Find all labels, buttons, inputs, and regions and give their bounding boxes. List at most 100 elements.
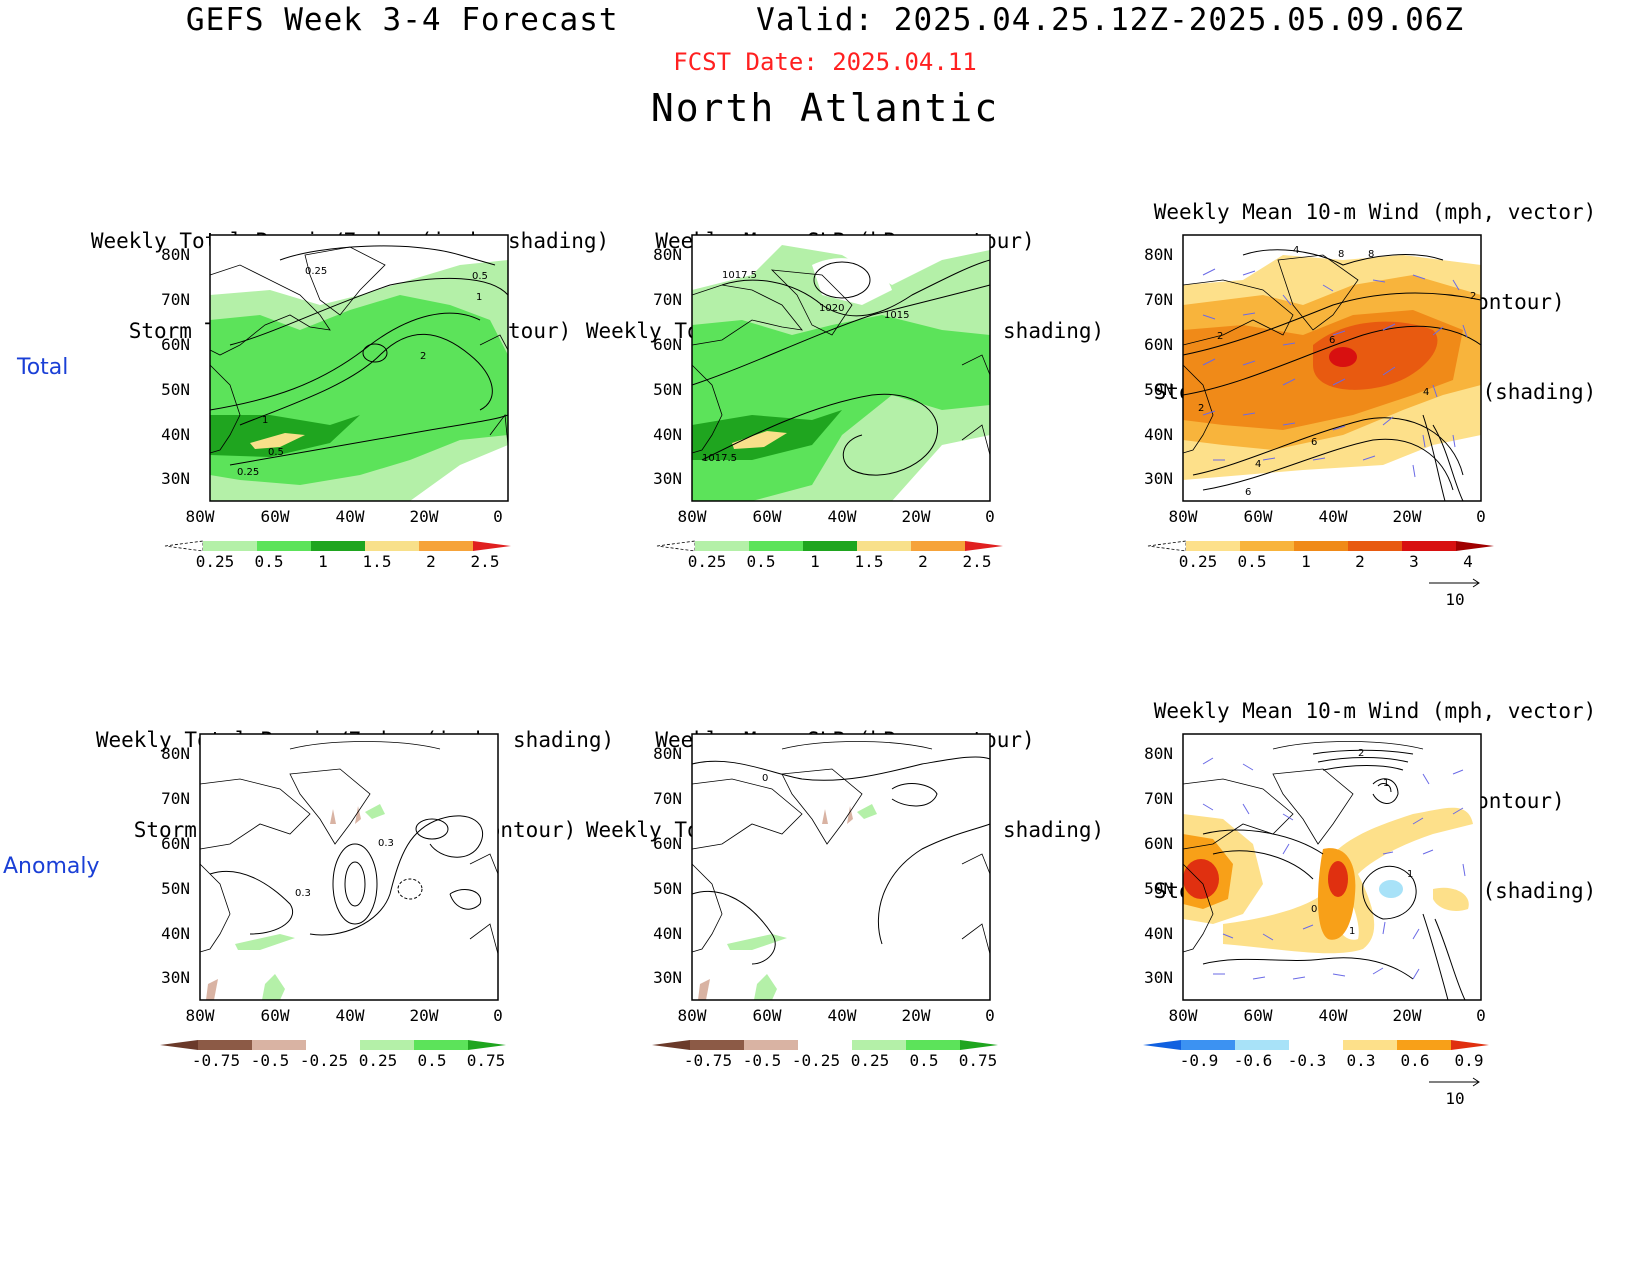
lon-axis: 80W 60W 40W 20W 0 (1169, 507, 1486, 526)
slp-contour (877, 823, 991, 945)
lat-label: 40N (653, 924, 682, 943)
wind-contour (1182, 325, 1482, 396)
coastline (209, 364, 241, 454)
lat-label: 50N (1144, 380, 1173, 399)
wind-contour (1362, 865, 1417, 920)
lat-label: 60N (161, 834, 190, 853)
contour-label: 1 (1349, 926, 1355, 937)
lon-label: 0 (1476, 1006, 1486, 1025)
map-anom-wind: 2 1 1 0 1 80N 70N 60N 50N 40N 30N 80W 60… (1143, 733, 1489, 1108)
contour-label: 1015 (884, 310, 909, 321)
reference-label: 10 (1445, 1089, 1464, 1108)
figure-title: GEFS Week 3-4 Forecast Valid: 2025.04.25… (185, 2, 1465, 38)
coastline (479, 334, 509, 446)
coastline (1182, 863, 1214, 953)
contour-label: 2 (1358, 748, 1364, 759)
colorbar-label: 2 (426, 552, 436, 571)
lat-label: 30N (1144, 469, 1173, 488)
track-shade-dark-orange (1313, 321, 1438, 390)
colorbar: -0.9 -0.6 -0.3 0.3 0.6 0.9 (1143, 1040, 1489, 1070)
colorbar-label: 2 (918, 552, 928, 571)
panel-title-line: Weekly Mean 10-m Wind (mph, vector) (1153, 200, 1597, 224)
colorbar-label: 0.25 (196, 552, 235, 571)
map-frame (691, 234, 991, 502)
colorbar-label: 0.25 (688, 552, 727, 571)
slp-contour (891, 783, 938, 807)
colorbar-label: 0.25 (851, 1051, 890, 1070)
lat-label: 80N (653, 744, 682, 763)
contour-label: 1 (476, 292, 482, 303)
contour-label: 8 (1338, 249, 1344, 260)
lat-axis: 80N 70N 60N 50N 40N 30N (1144, 245, 1173, 488)
wind-contour (1242, 249, 1444, 266)
coastline (691, 863, 723, 953)
colorbar-label: 0.6 (1401, 1051, 1430, 1070)
lat-label: 50N (653, 879, 682, 898)
precip-shade-yellow (732, 431, 787, 449)
colorbar-cell (656, 540, 696, 552)
lon-label: 60W (261, 507, 290, 526)
slp-contour (691, 890, 776, 965)
lon-label: 80W (678, 507, 707, 526)
lat-label: 70N (1144, 290, 1173, 309)
contour-label: 0.3 (378, 838, 394, 849)
precip-anom-negative (330, 806, 361, 824)
vector-reference: 10 (1429, 1077, 1480, 1108)
lon-label: 40W (336, 1006, 365, 1025)
coastline (1182, 364, 1214, 454)
colorbar-cell (803, 541, 857, 551)
colorbar: 0.25 0.5 1 1.5 2 2.5 (164, 540, 511, 571)
colorbar-label: 0.75 (959, 1051, 998, 1070)
wind-vectors (1202, 268, 1468, 478)
track-anom-yellow (1433, 887, 1469, 911)
contour-label: 1 (1383, 778, 1389, 789)
lat-label: 30N (161, 469, 190, 488)
lon-axis: 80W 60W 40W 20W 0 (186, 507, 503, 526)
lon-label: 20W (410, 1006, 439, 1025)
precip-anom-positive (235, 934, 295, 950)
colorbar-label: -0.25 (300, 1051, 348, 1070)
colorbar: -0.75 -0.5 -0.25 0.25 0.5 0.75 (160, 1040, 506, 1070)
coastline (199, 863, 231, 953)
track-anom-light-blue (1379, 880, 1403, 898)
colorbar-label: 0.5 (1238, 552, 1267, 571)
greenland-coastline (304, 246, 386, 316)
wind-contour (1192, 417, 1464, 476)
lon-label: 0 (493, 507, 503, 526)
slp-contour (721, 259, 991, 317)
lat-label: 40N (653, 425, 682, 444)
map-background (692, 734, 990, 1000)
wind-contour (1202, 438, 1454, 491)
contour-label: 6 (1245, 487, 1251, 498)
colorbar-label: -0.5 (251, 1051, 290, 1070)
contour-label: 8 (1368, 249, 1374, 260)
greenland-coastline (770, 269, 853, 336)
precip-anom-negative (822, 806, 853, 824)
track-contour (344, 861, 366, 907)
colorbar-cell (164, 540, 204, 552)
contour-label: 0.3 (295, 888, 311, 899)
track-anom-red (1183, 859, 1219, 899)
greenland-coastline (781, 741, 933, 750)
lat-label: 70N (161, 290, 190, 309)
lat-axis: 80N 70N 60N 50N 40N 30N (161, 744, 190, 987)
precip-shade-none (812, 258, 892, 305)
track-contour (415, 818, 449, 840)
lat-label: 60N (653, 335, 682, 354)
precip-anom-positive (754, 974, 777, 1000)
lat-label: 70N (161, 789, 190, 808)
lat-label: 30N (653, 469, 682, 488)
track-contour (229, 414, 509, 466)
lon-label: 80W (186, 507, 215, 526)
lon-label: 80W (1169, 507, 1198, 526)
colorbar-label: 1.5 (363, 552, 392, 571)
colorbar-cell (198, 1040, 252, 1050)
colorbar-cell (473, 541, 511, 551)
contour-label: 4 (1293, 245, 1299, 256)
colorbar-label: 0.3 (1347, 1051, 1376, 1070)
colorbar-cell (911, 541, 965, 551)
colorbar-cell (1181, 1040, 1235, 1050)
reference-arrow (1429, 578, 1480, 588)
lon-label: 80W (1169, 1006, 1198, 1025)
lon-axis: 80W 60W 40W 20W 0 (186, 1006, 503, 1025)
